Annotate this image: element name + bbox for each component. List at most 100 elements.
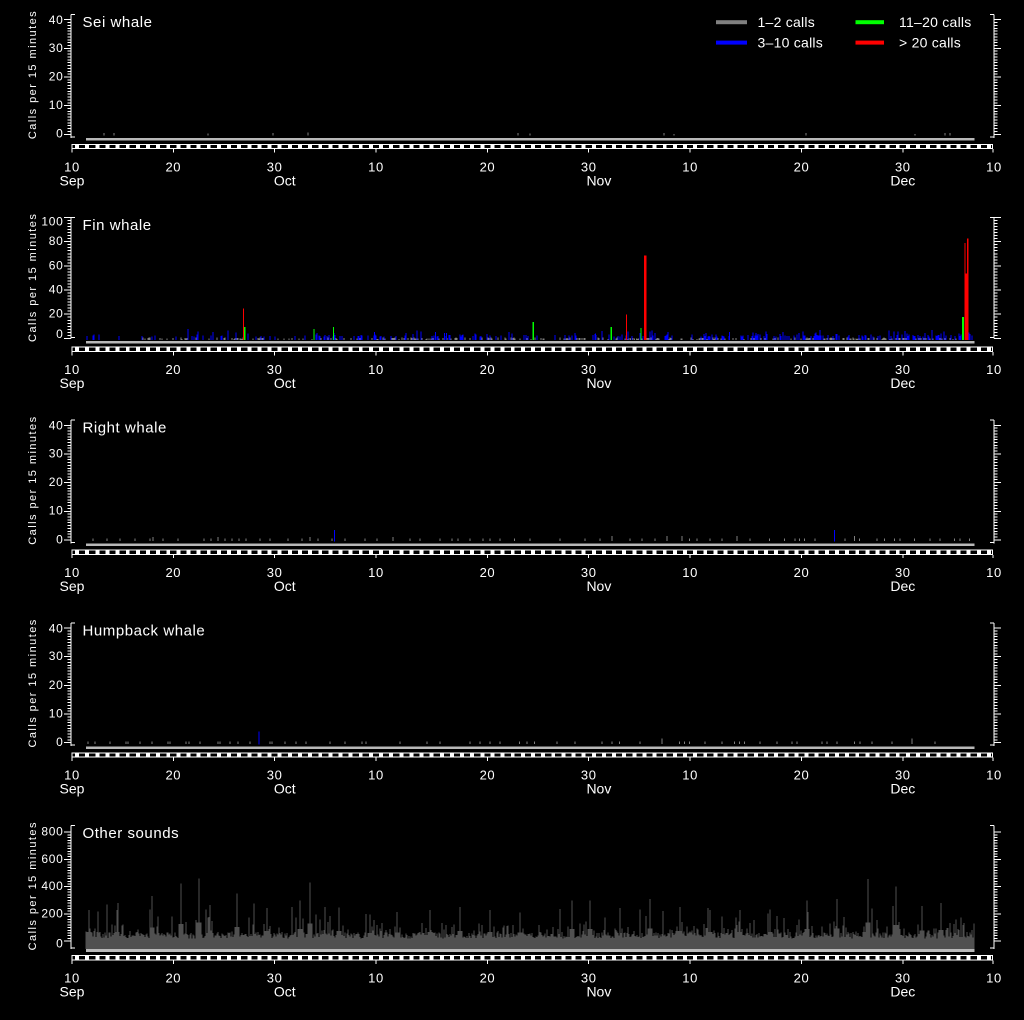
svg-text:Sep: Sep bbox=[60, 375, 85, 391]
svg-text:800: 800 bbox=[41, 825, 63, 839]
svg-text:Nov: Nov bbox=[586, 578, 611, 594]
svg-text:200: 200 bbox=[41, 906, 63, 920]
svg-text:30: 30 bbox=[581, 971, 597, 986]
svg-text:30: 30 bbox=[49, 446, 64, 460]
svg-text:10: 10 bbox=[986, 768, 1002, 783]
svg-text:10: 10 bbox=[682, 159, 698, 174]
svg-text:Sep: Sep bbox=[60, 984, 85, 1000]
svg-text:30: 30 bbox=[581, 768, 597, 783]
svg-text:20: 20 bbox=[165, 971, 181, 986]
svg-text:Right whale: Right whale bbox=[83, 420, 167, 437]
svg-text:20: 20 bbox=[480, 971, 496, 986]
svg-text:Dec: Dec bbox=[890, 578, 915, 594]
svg-text:20: 20 bbox=[165, 565, 181, 580]
svg-text:20: 20 bbox=[480, 768, 496, 783]
svg-text:Oct: Oct bbox=[274, 984, 296, 1000]
svg-text:Sei whale: Sei whale bbox=[83, 14, 153, 31]
svg-text:30: 30 bbox=[581, 159, 597, 174]
svg-text:10: 10 bbox=[64, 159, 80, 174]
svg-text:Dec: Dec bbox=[890, 172, 915, 188]
svg-text:30: 30 bbox=[267, 768, 283, 783]
svg-text:10: 10 bbox=[49, 504, 64, 518]
svg-text:Calls per 15 minutes: Calls per 15 minutes bbox=[27, 10, 39, 139]
svg-text:600: 600 bbox=[41, 852, 63, 866]
svg-text:Sep: Sep bbox=[60, 781, 85, 797]
svg-text:Dec: Dec bbox=[890, 984, 915, 1000]
svg-text:30: 30 bbox=[267, 971, 283, 986]
svg-text:Oct: Oct bbox=[274, 781, 296, 797]
svg-text:11–20 calls: 11–20 calls bbox=[899, 14, 972, 30]
svg-text:30: 30 bbox=[581, 362, 597, 377]
svg-text:Oct: Oct bbox=[274, 172, 296, 188]
svg-text:3–10 calls: 3–10 calls bbox=[758, 35, 824, 51]
svg-text:10: 10 bbox=[986, 971, 1002, 986]
svg-text:Nov: Nov bbox=[586, 984, 611, 1000]
svg-text:30: 30 bbox=[267, 159, 283, 174]
svg-text:Calls per 15 minutes: Calls per 15 minutes bbox=[27, 821, 39, 950]
svg-text:10: 10 bbox=[49, 98, 64, 112]
svg-text:> 20 calls: > 20 calls bbox=[899, 35, 961, 51]
svg-text:Dec: Dec bbox=[890, 781, 915, 797]
svg-text:20: 20 bbox=[165, 362, 181, 377]
svg-text:10: 10 bbox=[49, 707, 64, 721]
svg-text:40: 40 bbox=[49, 13, 64, 27]
svg-text:20: 20 bbox=[165, 159, 181, 174]
svg-text:20: 20 bbox=[480, 565, 496, 580]
svg-text:Sep: Sep bbox=[60, 578, 85, 594]
svg-text:10: 10 bbox=[986, 159, 1002, 174]
svg-text:20: 20 bbox=[794, 565, 810, 580]
svg-text:Fin whale: Fin whale bbox=[83, 217, 152, 234]
svg-text:30: 30 bbox=[895, 768, 911, 783]
svg-text:30: 30 bbox=[49, 649, 64, 663]
svg-text:20: 20 bbox=[49, 475, 64, 489]
svg-text:Calls per 15 minutes: Calls per 15 minutes bbox=[27, 213, 39, 342]
svg-text:30: 30 bbox=[267, 362, 283, 377]
svg-text:20: 20 bbox=[480, 159, 496, 174]
svg-text:20: 20 bbox=[794, 971, 810, 986]
svg-text:10: 10 bbox=[368, 362, 384, 377]
svg-text:0: 0 bbox=[56, 735, 63, 749]
svg-text:20: 20 bbox=[794, 768, 810, 783]
svg-text:10: 10 bbox=[682, 971, 698, 986]
svg-text:30: 30 bbox=[581, 565, 597, 580]
svg-text:100: 100 bbox=[41, 214, 63, 228]
svg-text:Dec: Dec bbox=[890, 375, 915, 391]
svg-text:20: 20 bbox=[480, 362, 496, 377]
svg-text:80: 80 bbox=[49, 234, 64, 248]
svg-text:30: 30 bbox=[267, 565, 283, 580]
svg-text:30: 30 bbox=[49, 41, 64, 55]
svg-text:0: 0 bbox=[56, 532, 63, 546]
svg-text:Humpback whale: Humpback whale bbox=[83, 622, 206, 639]
svg-text:60: 60 bbox=[49, 258, 64, 272]
svg-text:30: 30 bbox=[895, 362, 911, 377]
svg-text:10: 10 bbox=[368, 971, 384, 986]
svg-text:10: 10 bbox=[64, 565, 80, 580]
svg-text:0: 0 bbox=[56, 327, 63, 341]
svg-text:Sep: Sep bbox=[60, 172, 85, 188]
svg-text:10: 10 bbox=[64, 768, 80, 783]
svg-text:400: 400 bbox=[41, 879, 63, 893]
svg-text:0: 0 bbox=[56, 127, 63, 141]
svg-text:40: 40 bbox=[49, 622, 64, 636]
svg-text:10: 10 bbox=[64, 362, 80, 377]
svg-text:Oct: Oct bbox=[274, 578, 296, 594]
svg-text:40: 40 bbox=[49, 419, 64, 433]
svg-text:Calls per 15 minutes: Calls per 15 minutes bbox=[27, 618, 39, 747]
svg-text:10: 10 bbox=[682, 565, 698, 580]
svg-text:Calls per 15 minutes: Calls per 15 minutes bbox=[27, 415, 39, 544]
svg-text:20: 20 bbox=[49, 307, 64, 321]
svg-text:10: 10 bbox=[368, 768, 384, 783]
svg-text:20: 20 bbox=[165, 768, 181, 783]
svg-text:10: 10 bbox=[368, 159, 384, 174]
svg-text:40: 40 bbox=[49, 282, 64, 296]
svg-text:Nov: Nov bbox=[586, 781, 611, 797]
svg-text:10: 10 bbox=[682, 362, 698, 377]
svg-text:Oct: Oct bbox=[274, 375, 296, 391]
svg-text:10: 10 bbox=[986, 565, 1002, 580]
svg-text:10: 10 bbox=[986, 362, 1002, 377]
svg-text:20: 20 bbox=[794, 159, 810, 174]
svg-text:Nov: Nov bbox=[586, 172, 611, 188]
svg-text:1–2 calls: 1–2 calls bbox=[758, 14, 816, 30]
svg-text:10: 10 bbox=[368, 565, 384, 580]
svg-text:10: 10 bbox=[682, 768, 698, 783]
